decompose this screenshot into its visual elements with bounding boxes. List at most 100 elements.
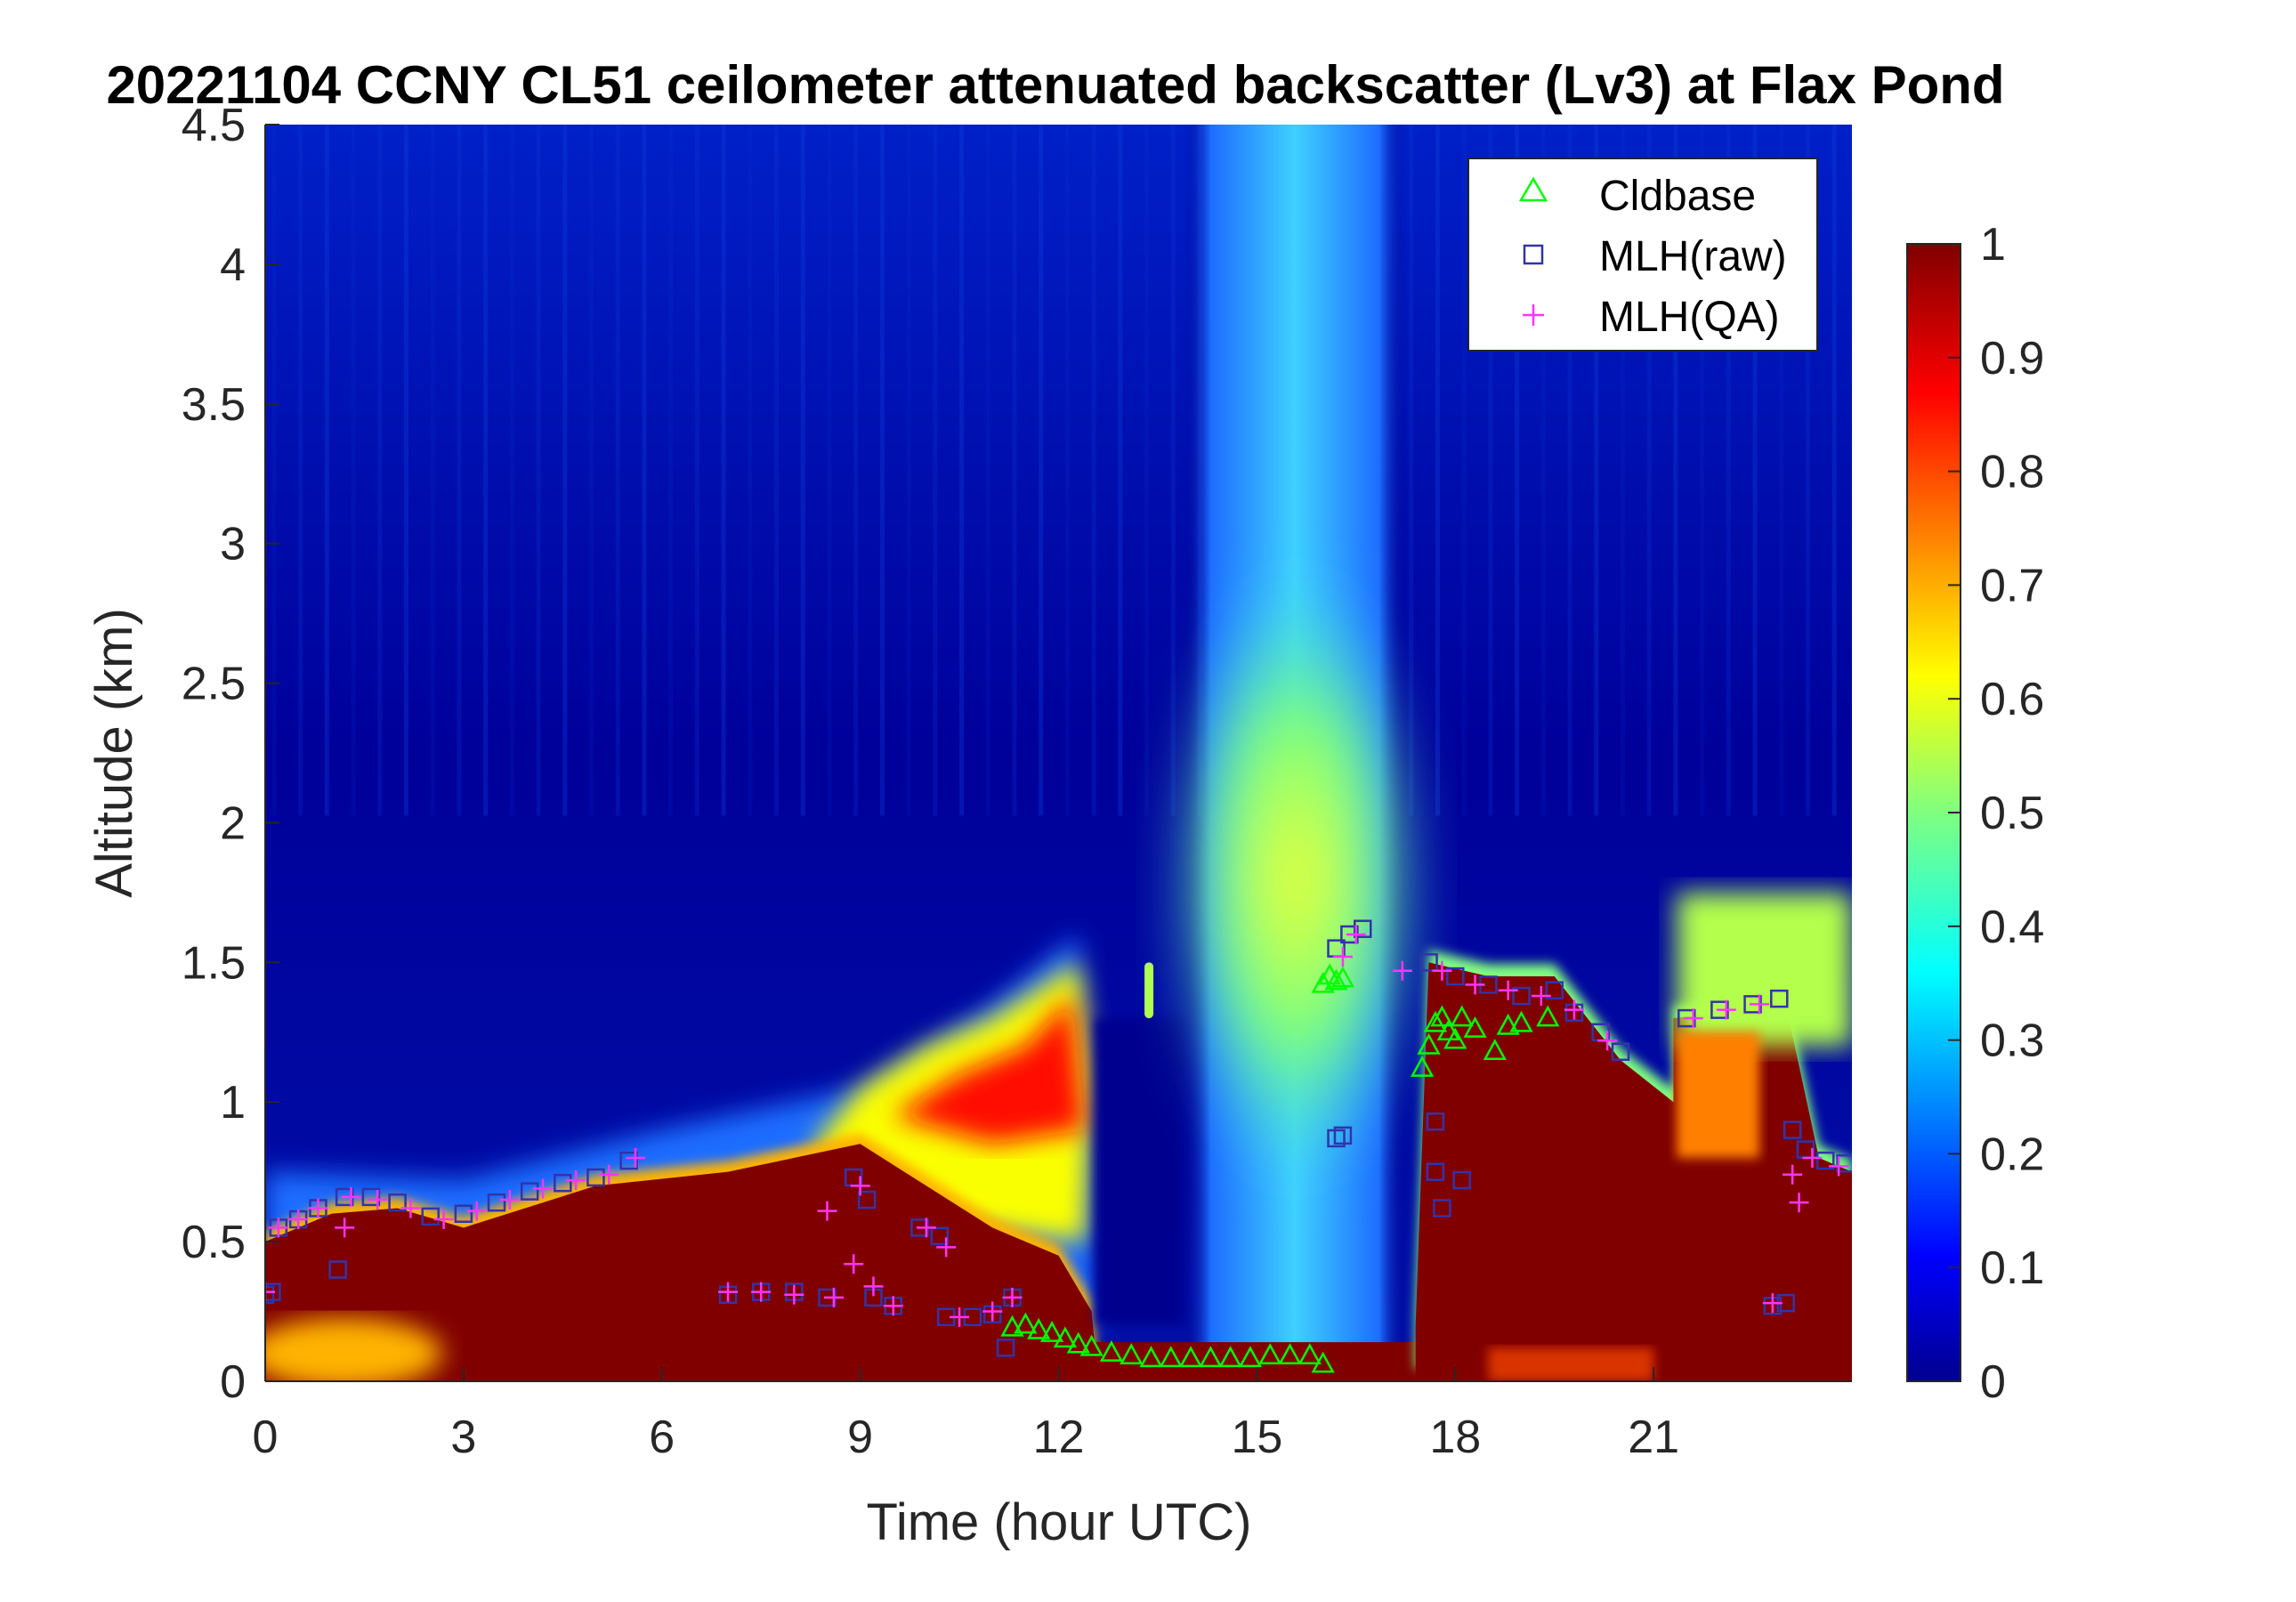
mlh-qa-marker bbox=[1346, 924, 1366, 944]
heatmap-streak bbox=[483, 125, 489, 816]
mlh-qa-marker bbox=[400, 1198, 421, 1218]
mlh-raw-marker bbox=[996, 1339, 1015, 1357]
x-tick-label: 15 bbox=[1231, 1412, 1282, 1463]
heatmap-streak bbox=[985, 125, 990, 816]
mlh-qa-marker bbox=[499, 1190, 520, 1210]
heatmap-streak bbox=[1012, 125, 1017, 816]
mlh-qa-marker bbox=[1002, 1287, 1023, 1307]
cldbase-marker bbox=[1027, 1317, 1051, 1339]
cldbase-marker bbox=[1199, 1346, 1223, 1368]
mlh-raw-marker bbox=[1426, 1112, 1445, 1131]
mlh-raw-marker bbox=[1816, 1151, 1835, 1170]
heatmap-streak bbox=[853, 125, 859, 816]
cldbase-marker bbox=[1278, 1343, 1302, 1365]
heatmap-streak bbox=[827, 125, 832, 816]
heatmap-streak bbox=[589, 125, 594, 816]
mlh-raw-marker bbox=[1333, 1126, 1353, 1145]
colorbar-tick-label: 1 bbox=[1980, 219, 2006, 271]
heatmap-streak bbox=[721, 125, 726, 816]
mlh-qa-marker bbox=[844, 1254, 864, 1274]
cldbase-marker bbox=[1443, 1027, 1467, 1049]
cldbase-marker bbox=[1324, 968, 1348, 991]
colorbar-tick-label: 0.1 bbox=[1980, 1242, 2044, 1294]
heatmap-streak bbox=[1435, 125, 1440, 816]
legend: Cldbase MLH(raw) MLH(QA) bbox=[1467, 158, 1818, 352]
colorbar-tick-label: 0.4 bbox=[1980, 902, 2044, 953]
heatmap-streak bbox=[1540, 125, 1546, 816]
mlh-qa-marker bbox=[1498, 980, 1518, 1000]
mlh-raw-marker bbox=[265, 1285, 275, 1304]
cldbase-marker bbox=[1258, 1343, 1282, 1365]
colorbar-tick-label: 0.2 bbox=[1980, 1129, 2044, 1180]
mlh-qa-marker bbox=[1762, 1293, 1783, 1314]
mlh-raw-marker bbox=[1452, 1170, 1471, 1190]
heatmap-streak bbox=[1646, 125, 1652, 816]
x-tick-label: 9 bbox=[847, 1412, 873, 1463]
cldbase-marker bbox=[1463, 1016, 1487, 1038]
y-tick-label: 0.5 bbox=[182, 1217, 246, 1268]
mlh-qa-marker bbox=[1597, 1031, 1618, 1051]
cldbase-marker bbox=[1218, 1346, 1242, 1368]
heatmap-streak bbox=[271, 125, 277, 816]
heatmap-streak bbox=[536, 125, 541, 816]
heatmap-streak bbox=[1752, 125, 1758, 816]
cldbase-marker bbox=[1509, 1010, 1533, 1032]
heatmap-streak bbox=[1039, 125, 1044, 816]
cldbase-marker bbox=[1159, 1346, 1183, 1368]
heatmap-isolated-cloud bbox=[1144, 962, 1154, 1019]
legend-square-icon bbox=[1523, 244, 1544, 265]
mlh-raw-marker bbox=[1512, 986, 1531, 1006]
legend-label-mlh-raw: MLH(raw) bbox=[1599, 233, 1787, 280]
heatmap-streak bbox=[1091, 125, 1096, 816]
mlh-raw-marker bbox=[361, 1187, 381, 1207]
mlh-qa-marker bbox=[751, 1282, 772, 1302]
y-tick-label: 2.5 bbox=[182, 659, 246, 710]
mlh-raw-marker bbox=[1419, 953, 1438, 972]
mlh-qa-marker bbox=[341, 1186, 361, 1207]
legend-item-mlh-raw: MLH(raw) bbox=[1523, 233, 1787, 280]
x-tick-label: 6 bbox=[649, 1412, 675, 1463]
mlh-qa-marker bbox=[533, 1178, 554, 1199]
heatmap-plume-core bbox=[1162, 558, 1430, 1200]
mlh-raw-marker bbox=[1426, 1162, 1445, 1181]
heatmap-streak bbox=[1488, 125, 1493, 816]
y-axis-label: Altitude (km) bbox=[85, 608, 143, 898]
cldbase-marker bbox=[1298, 1343, 1322, 1365]
y-tick-label: 0 bbox=[220, 1356, 246, 1408]
y-tick-label: 2 bbox=[220, 797, 246, 849]
mlh-qa-marker bbox=[950, 1307, 970, 1327]
mlh-raw-marker bbox=[388, 1193, 407, 1212]
mlh-qa-marker bbox=[265, 1282, 275, 1302]
mlh-raw-marker bbox=[454, 1204, 473, 1223]
heatmap-streak bbox=[324, 125, 329, 816]
mlh-raw-marker bbox=[554, 1173, 572, 1193]
heatmap-streak bbox=[351, 125, 356, 816]
colorbar-tick-label: 0.7 bbox=[1980, 560, 2044, 611]
heatmap-surface-blob bbox=[265, 1317, 443, 1381]
heatmap-residual-inner bbox=[893, 995, 1086, 1145]
heatmap-streak bbox=[1409, 125, 1414, 816]
legend-label-cldbase: Cldbase bbox=[1599, 173, 1756, 220]
heatmap-evening-halo bbox=[1677, 892, 1852, 1047]
cldbase-marker bbox=[1079, 1334, 1104, 1356]
colorbar: 0 0.1 0.2 0.3 0.4 0.5 0.6 0.7 0.8 0.9 1 bbox=[1906, 219, 2044, 1408]
mlh-raw-marker bbox=[1353, 919, 1372, 938]
mlh-qa-marker bbox=[626, 1147, 646, 1168]
y-tick-label: 4 bbox=[220, 239, 246, 291]
cldbase-marker bbox=[1014, 1312, 1038, 1334]
cldbase-marker bbox=[1536, 1005, 1560, 1027]
colorbar-tick-label: 0.8 bbox=[1980, 447, 2044, 498]
mlh-qa-marker bbox=[466, 1201, 487, 1221]
cldbase-marker bbox=[1436, 1019, 1460, 1041]
heatmap-streak bbox=[800, 125, 805, 816]
cldbase-marker bbox=[1311, 1351, 1335, 1373]
mlh-raw-marker bbox=[1545, 981, 1564, 999]
mlh-raw-marker bbox=[1783, 1121, 1802, 1139]
heatmap-streak bbox=[879, 125, 885, 816]
mlh-qa-marker bbox=[784, 1284, 804, 1305]
heatmap-streak bbox=[694, 125, 699, 816]
cldbase-marker bbox=[1450, 1005, 1474, 1027]
heatmap-streak bbox=[298, 125, 303, 816]
cldbase-marker bbox=[1430, 1005, 1454, 1027]
mlh-raw-marker bbox=[265, 1282, 281, 1301]
